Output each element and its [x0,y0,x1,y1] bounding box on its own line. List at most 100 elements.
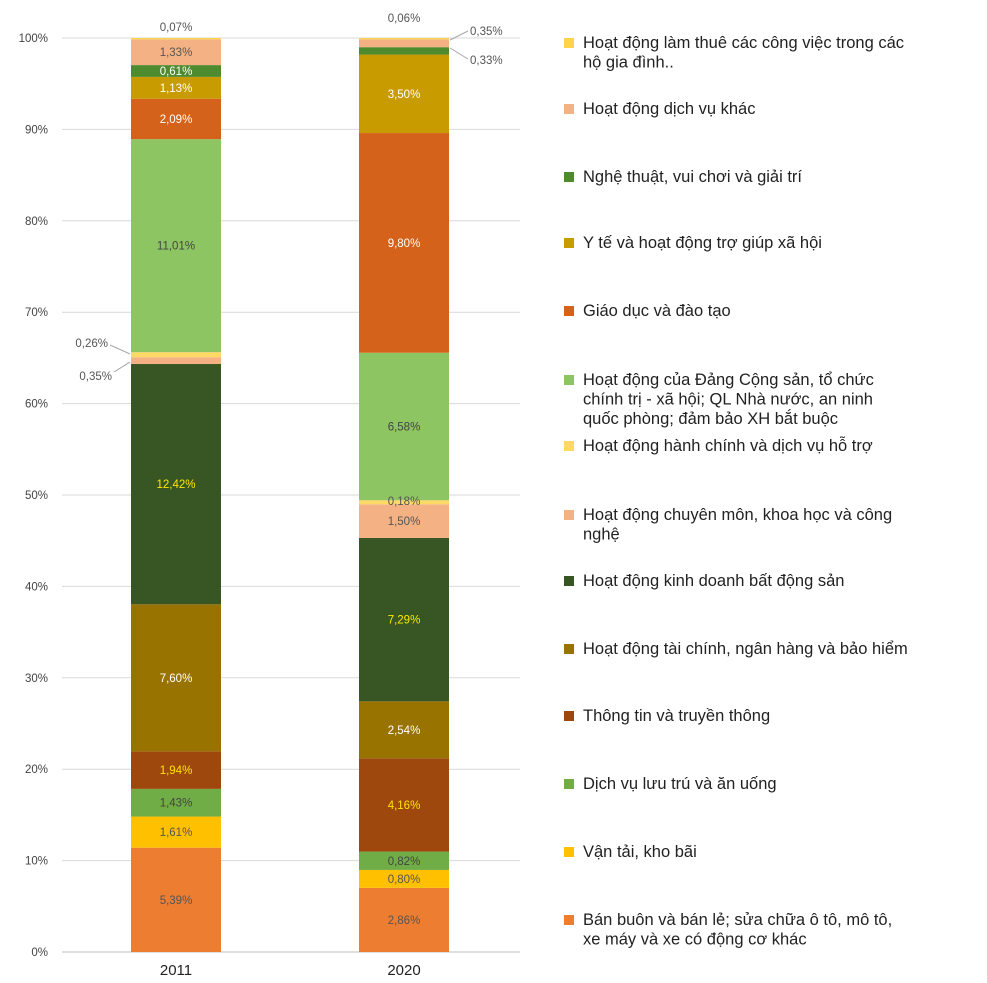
bar-segment [359,851,449,870]
legend-label: Y tế và hoạt động trợ giúp xã hội [583,234,822,252]
legend-item: Hoạt động của Đảng Cộng sản, tổ chức chín… [564,371,874,428]
legend-swatch [564,441,574,451]
bar-segment [131,76,221,99]
bar-segment [359,54,449,134]
y-tick-label: 0% [31,947,48,959]
gridlines [62,37,520,953]
y-tick-label: 60% [25,399,48,411]
bar-segment [359,504,449,538]
label-leader-line [113,361,131,373]
legend-item: Hoạt động tài chính, ngân hàng và bảo hi… [564,640,908,658]
data-label: 0,80% [388,874,421,886]
y-tick-label: 30% [25,673,48,685]
bar-segment [131,38,221,40]
data-label: 6,58% [388,422,421,434]
data-label: 1,13% [160,83,193,95]
legend-item: Vận tải, kho bãi [564,843,697,861]
bar-segment [131,39,221,66]
legend-label: Hoạt động làm thuê các công việc trong c… [583,34,904,72]
data-label: 9,80% [388,238,421,250]
legend-label: Hoạt động hành chính và dịch vụ hỗ trợ [583,436,873,455]
legend-item: Y tế và hoạt động trợ giúp xã hội [564,234,822,252]
bar-segment [131,357,221,365]
legend-label: Hoạt động dịch vụ khác [583,100,755,118]
bar-segment [359,38,449,40]
bar-segment [359,352,449,501]
y-tick-label: 20% [25,764,48,776]
bar-segment [131,98,221,140]
legend-label: Giáo dục và đào tạo [583,302,731,320]
bar-segment [359,701,449,759]
bar-segment [131,352,221,358]
legend-label: Hoạt động kinh doanh bất động sản [583,572,844,590]
data-label: 5,39% [160,895,193,907]
data-label: 0,06% [388,13,421,25]
legend-swatch [564,711,574,721]
data-label: 2,86% [388,915,421,927]
bar-segment [359,887,449,952]
data-label: 2,54% [388,725,421,737]
data-label: 7,60% [160,673,193,685]
data-label: 7,29% [388,615,421,627]
data-label: 1,50% [388,516,421,528]
y-tick-label: 80% [25,216,48,228]
data-label: 1,94% [160,765,193,777]
legend-item: Hoạt động kinh doanh bất động sản [564,572,844,590]
label-leader-line [449,47,469,60]
y-tick-label: 90% [25,124,48,136]
legend-item: Hoạt động dịch vụ khác [564,100,755,118]
bar-segment [359,47,449,55]
legend-item: Dịch vụ lưu trú và ăn uống [564,775,777,793]
y-tick-label: 70% [25,307,48,319]
data-label: 12,42% [156,479,195,491]
legend-swatch [564,915,574,925]
bar-segment [131,751,221,789]
bar-segments [131,38,449,952]
bar-segment [359,133,449,353]
legend-swatch [564,38,574,48]
data-label: 2,09% [160,114,193,126]
bar-segment [131,139,221,353]
bar-segment [131,847,221,952]
legend-swatch [564,779,574,789]
data-label: 0,33% [470,55,503,67]
legend-item: Hoạt động hành chính và dịch vụ hỗ trợ [564,436,873,455]
legend-item: Giáo dục và đào tạo [564,302,731,320]
legend-item: Nghệ thuật, vui chơi và giải trí [564,168,802,186]
legend-item: Hoạt động làm thuê các công việc trong c… [564,34,904,72]
legend-swatch [564,847,574,857]
legend-item: Hoạt động chuyên môn, khoa học và công ng… [564,506,892,544]
bar-segment [359,500,449,505]
y-tick-label: 100% [19,33,48,45]
data-label: 0,35% [79,371,112,383]
legend-swatch [564,576,574,586]
y-tick-label: 50% [25,490,48,502]
legend-label: Hoạt động tài chính, ngân hàng và bảo hi… [583,640,908,658]
x-axis-categories: 2011 2020 [160,962,421,979]
legend-label: Nghệ thuật, vui chơi và giải trí [583,168,802,186]
bar-segment [131,788,221,817]
legend-swatch [564,104,574,114]
legend-label: Thông tin và truyền thông [583,707,770,725]
bar-segment [131,364,221,605]
legend-label: Bán buôn và bán lẻ; sửa chữa ô tô, mô tô… [583,911,892,949]
data-label: 0,18% [388,496,421,508]
legend-swatch [564,510,574,520]
data-label: 0,35% [470,26,503,38]
legend-label: Vận tải, kho bãi [583,843,697,861]
data-label: 1,43% [160,798,193,810]
legend-swatch [564,238,574,248]
data-label: 3,50% [388,89,421,101]
y-tick-label: 10% [25,856,48,868]
legend: Hoạt động làm thuê các công việc trong c… [564,34,908,949]
bar-segment [131,65,221,77]
label-leader-line [449,30,469,41]
legend-swatch [564,644,574,654]
data-label: 0,26% [75,338,108,350]
legend-label: Hoạt động của Đảng Cộng sản, tổ chức chín… [583,371,874,428]
segment-labels: 5,39% 1,61% 1,43% 1,94% 7,60% 12,42% 0,35% 0,26… [75,13,502,927]
data-label: 0,61% [160,66,193,78]
x-category-label: 2011 [160,962,192,979]
legend-item: Thông tin và truyền thông [564,707,770,725]
